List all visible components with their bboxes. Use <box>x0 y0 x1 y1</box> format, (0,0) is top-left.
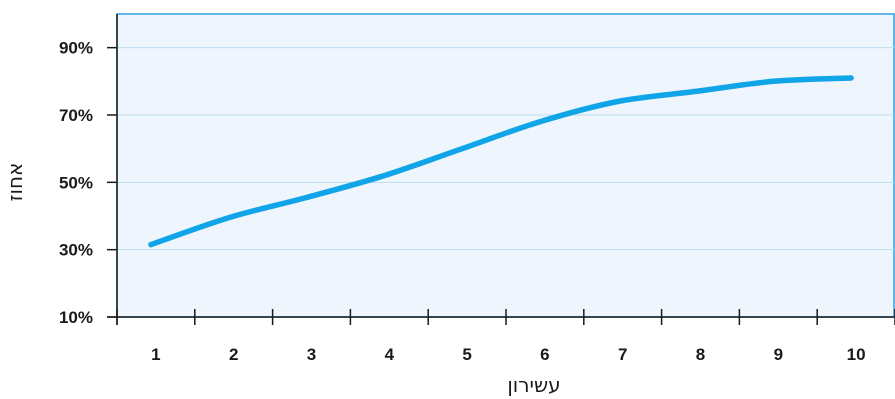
x-tick-label-5: 6 <box>540 345 549 364</box>
x-tick-label-3: 4 <box>385 345 395 364</box>
x-tick-label-4: 5 <box>462 345 471 364</box>
y-tick-label-3: 70% <box>59 106 93 125</box>
y-axis-title: אחוז <box>3 163 27 202</box>
y-tick-label-0: 10% <box>59 308 93 327</box>
x-tick-label-0: 1 <box>151 345 160 364</box>
plot-area <box>116 13 895 318</box>
x-tick-label-9: 10 <box>847 345 866 364</box>
x-tick-label-1: 2 <box>229 345 238 364</box>
x-tick-label-2: 3 <box>307 345 316 364</box>
y-tick-label-1: 30% <box>59 241 93 260</box>
y-tick-label-2: 50% <box>59 173 93 192</box>
x-axis-title: עשירון <box>507 373 560 397</box>
x-tick-label-6: 7 <box>618 345 627 364</box>
x-tick-label-8: 9 <box>774 345 783 364</box>
y-tick-label-4: 90% <box>59 39 93 58</box>
x-tick-label-7: 8 <box>696 345 705 364</box>
series-line-0 <box>148 75 854 248</box>
